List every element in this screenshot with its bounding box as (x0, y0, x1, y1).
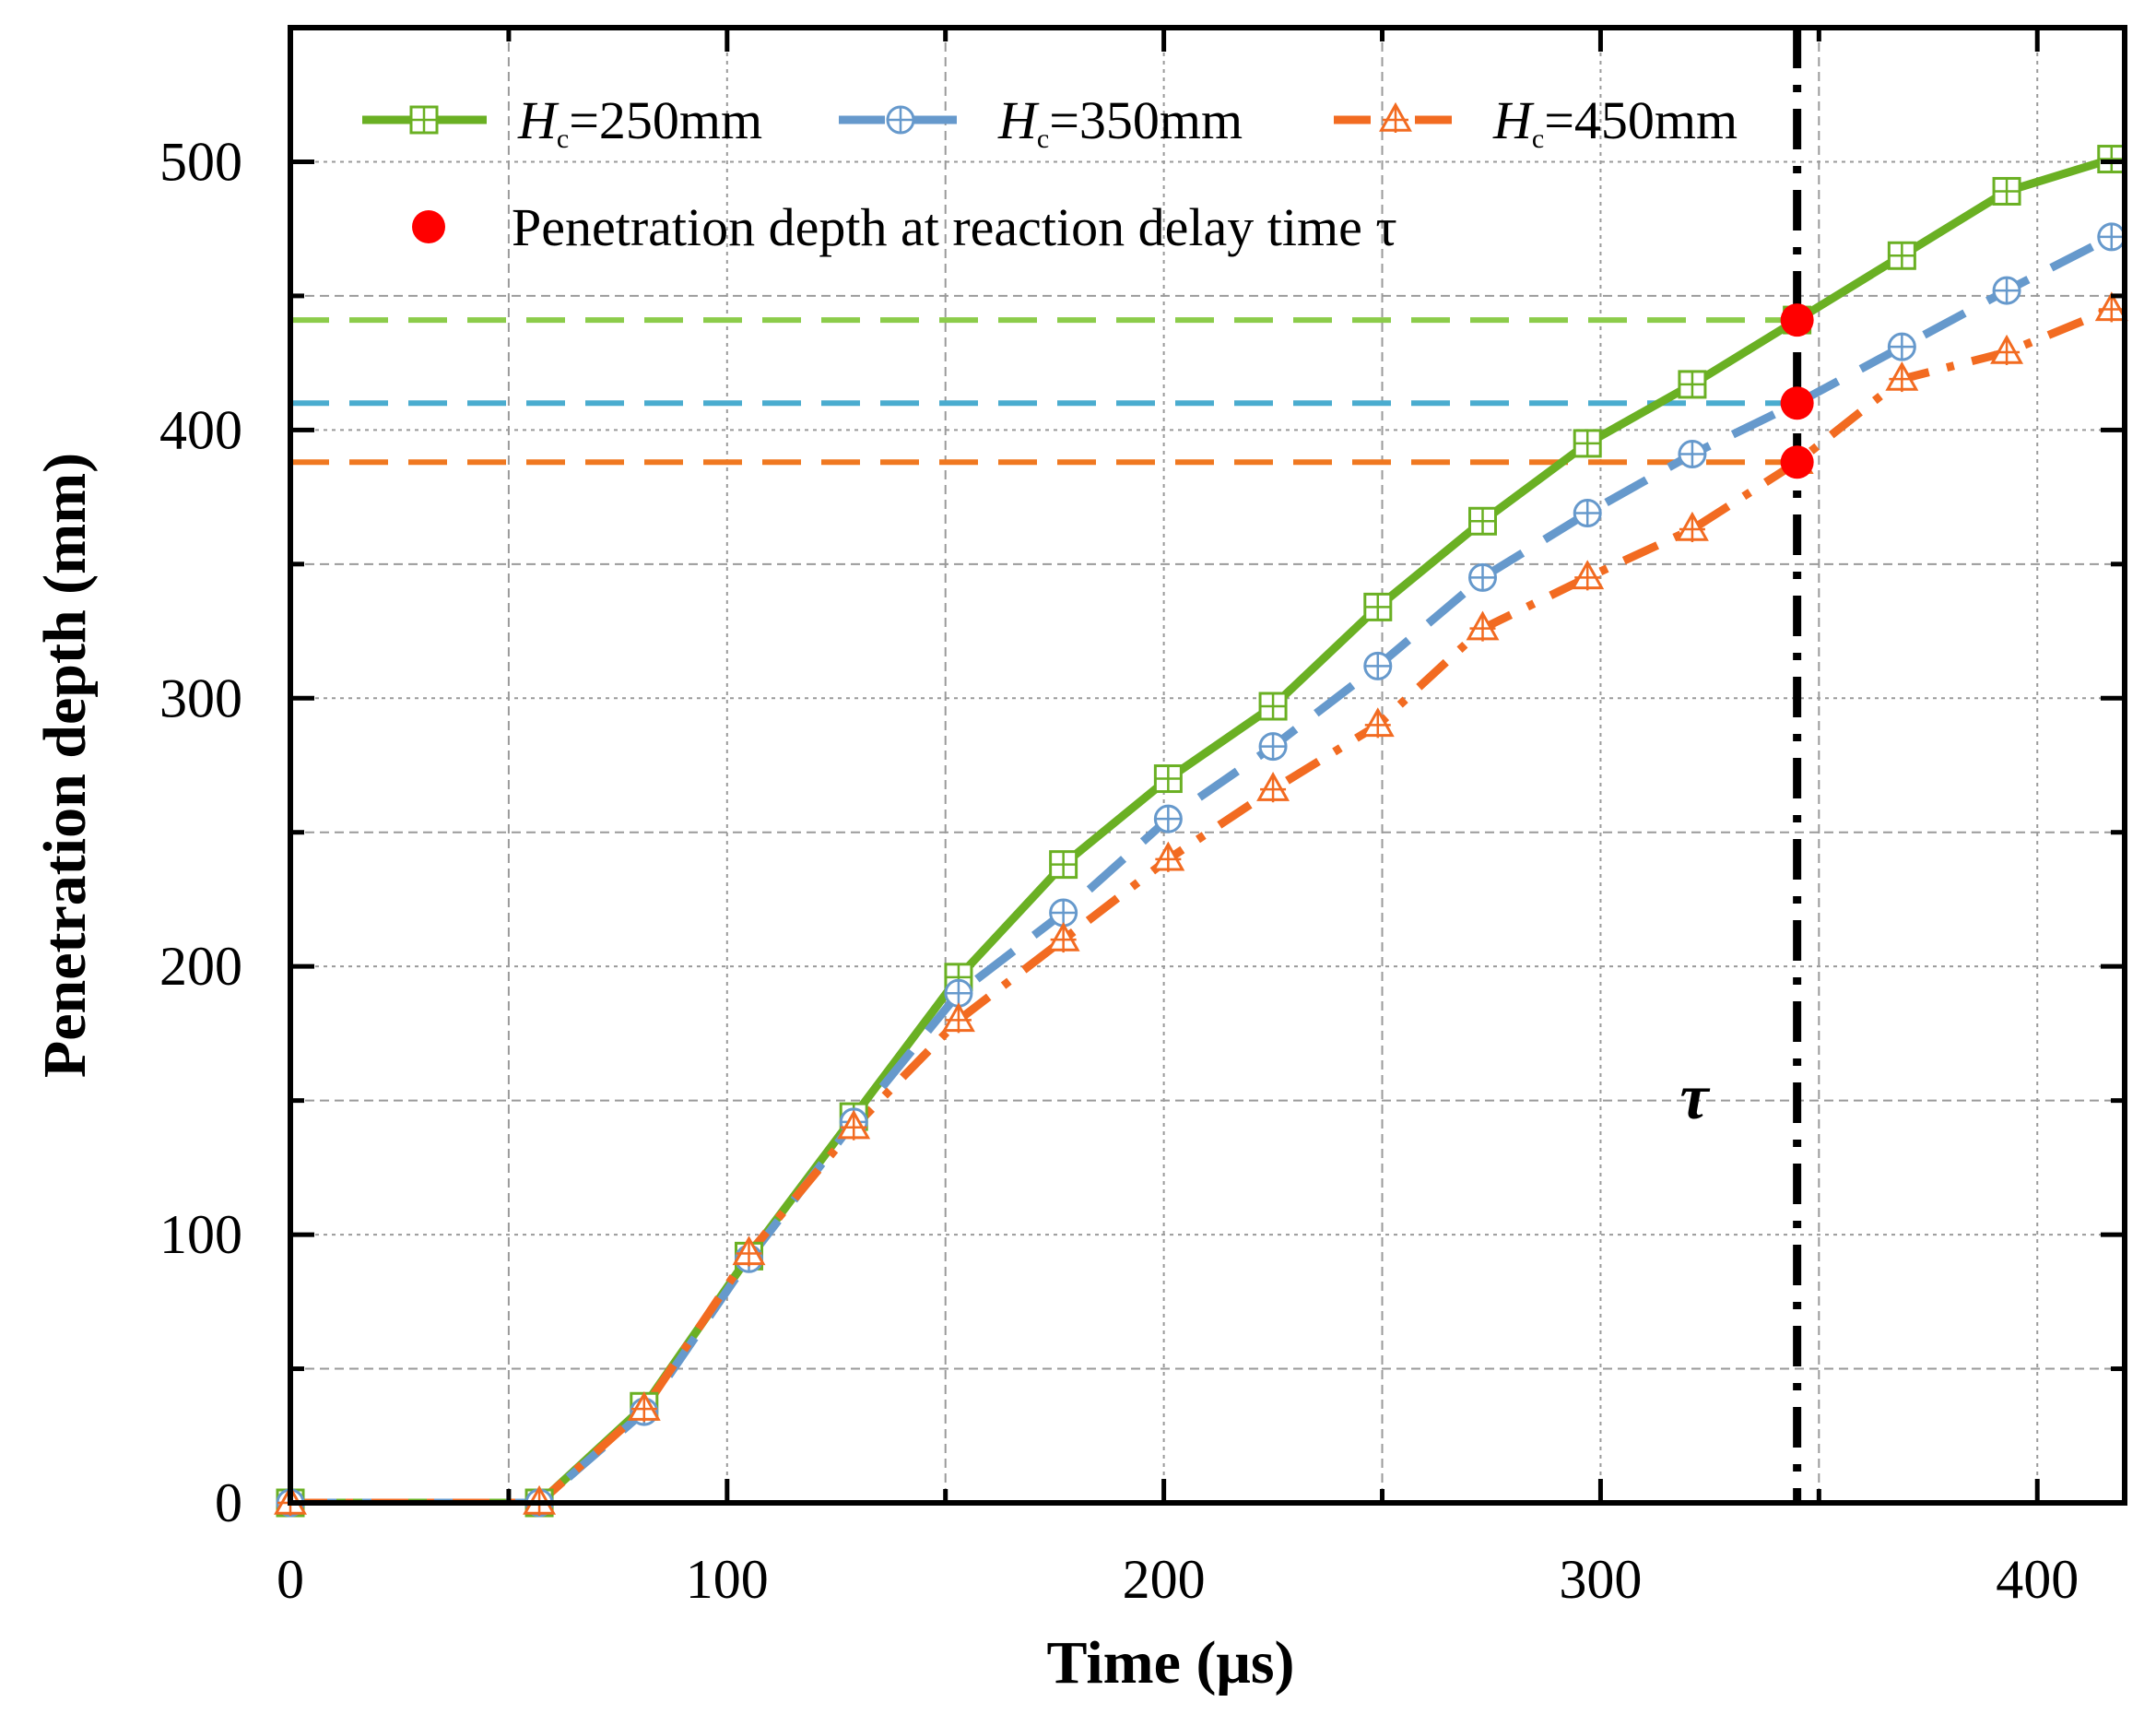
data-point (2094, 291, 2128, 323)
data-point (1571, 560, 1605, 591)
data-point (1573, 429, 1602, 458)
data-point (1468, 562, 1497, 592)
data-point (1046, 921, 1080, 953)
data-point (1887, 332, 1916, 361)
data-point (1151, 841, 1185, 872)
reaction-delay-point (1780, 445, 1814, 479)
data-point (1573, 499, 1602, 528)
data-point (1992, 276, 2021, 305)
data-point (2097, 145, 2127, 174)
tau-annotation: τ (1679, 1062, 1710, 1133)
series-lines (290, 155, 2114, 1503)
data-point (1153, 764, 1183, 794)
y-tick-label: 500 (159, 131, 242, 192)
data-point (732, 1235, 766, 1267)
reference-lines (290, 317, 1797, 466)
data-point (1049, 850, 1078, 880)
data-point (941, 1002, 975, 1034)
data-point (886, 105, 915, 135)
data-point (627, 1391, 661, 1423)
legend-label: Hc=450mm (1492, 90, 1738, 154)
data-point (409, 105, 439, 135)
reaction-delay-point (1780, 386, 1814, 420)
data-point (1256, 772, 1290, 803)
plot-frame (288, 25, 2127, 1506)
legend-label: Hc=350mm (997, 90, 1243, 154)
data-point (1258, 732, 1288, 762)
data-point (1675, 511, 1709, 542)
x-tick-label: 300 (1559, 1549, 1642, 1610)
series-line (290, 155, 2114, 1503)
data-point (1992, 176, 2021, 206)
y-tick-label: 400 (159, 399, 242, 460)
axis-tick-labels: 0 100 200 300 400 0 100 200 300 400 500 (159, 131, 2079, 1610)
y-axis-title: Penetration depth (mm) (31, 453, 99, 1078)
data-point (1885, 361, 1919, 393)
data-point (2097, 222, 2127, 252)
data-point (1258, 692, 1288, 721)
data-point (944, 978, 973, 1008)
data-point (1678, 440, 1707, 469)
x-axis-title: Time (μs) (1047, 1629, 1295, 1696)
series-line (290, 305, 2114, 1503)
data-point (1678, 370, 1707, 399)
series-markers (274, 145, 2128, 1518)
x-tick-label: 100 (686, 1549, 769, 1610)
y-tick-label: 100 (159, 1204, 242, 1265)
reaction-delay-point (1780, 303, 1814, 337)
reaction-delay-points (1780, 303, 1814, 479)
legend-red-label: Penetration depth at reaction delay time… (512, 197, 1397, 257)
data-point (837, 1109, 871, 1141)
data-point (1887, 241, 1916, 270)
data-point (1049, 898, 1078, 928)
data-point (1468, 506, 1497, 536)
data-point (1466, 610, 1500, 642)
data-point (1153, 804, 1183, 833)
y-tick-label: 0 (215, 1472, 242, 1533)
x-tick-label: 200 (1123, 1549, 1206, 1610)
data-point (1361, 707, 1395, 739)
axis-ticks (288, 28, 2125, 1506)
y-tick-label: 300 (159, 668, 242, 728)
data-point (1363, 651, 1393, 680)
y-tick-label: 200 (159, 936, 242, 997)
legend-label: Hc=250mm (517, 90, 762, 154)
data-point (1363, 592, 1393, 621)
legend: Hc=250mm Hc=350mm Hc=450mm Penetration dept… (362, 90, 1738, 257)
data-point (1379, 101, 1412, 133)
data-point (1990, 334, 2024, 365)
legend-red-marker (412, 210, 445, 243)
x-tick-label: 400 (1996, 1549, 2079, 1610)
grid-lines (290, 28, 2125, 1503)
x-tick-label: 0 (277, 1549, 304, 1610)
